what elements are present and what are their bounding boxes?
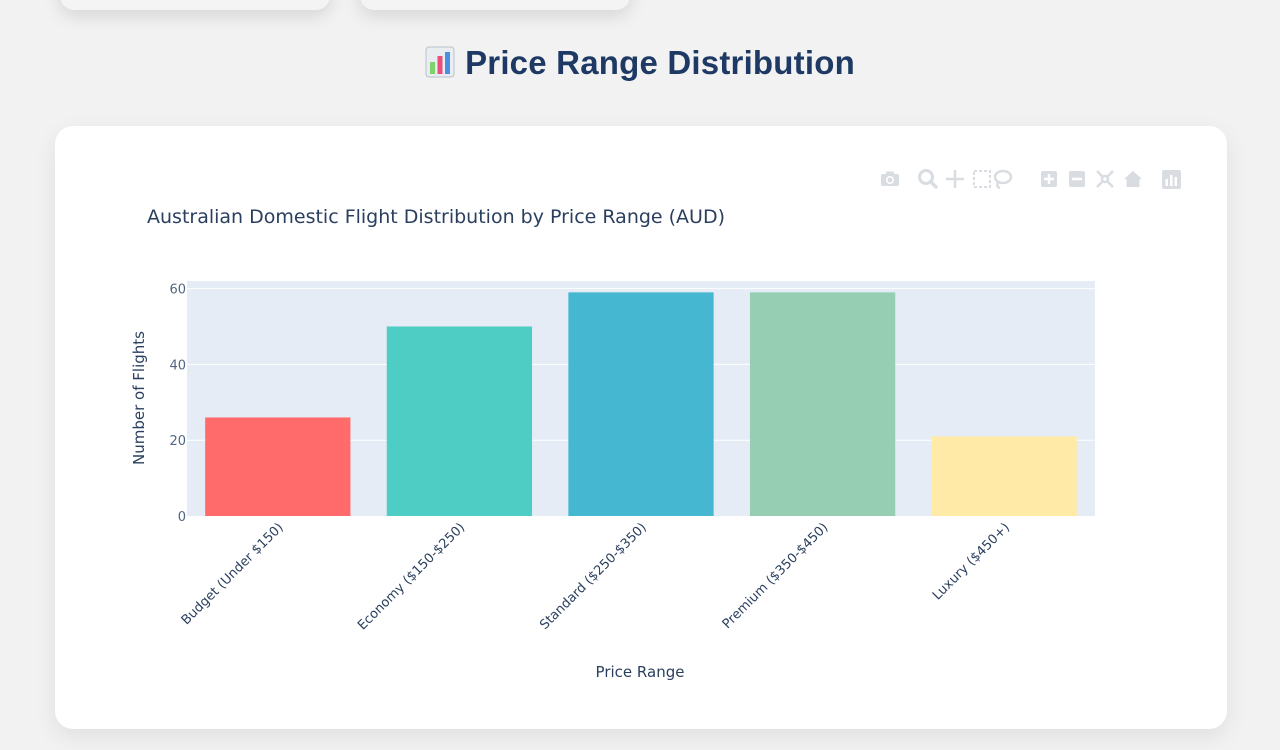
box-select-icon[interactable] [973,170,991,188]
lasso-select-icon[interactable] [993,169,1013,190]
background-panel-right [360,0,630,10]
pan-icon[interactable] [946,170,964,188]
chart-card [55,126,1227,729]
page-title: Price Range Distribution [0,44,1280,82]
autoscale-icon[interactable] [1096,170,1114,188]
zoom-out-icon[interactable] [1069,171,1085,187]
reset-axes-icon[interactable] [1124,171,1142,187]
background-panel-left [60,0,330,10]
zoom-icon[interactable] [918,169,938,189]
camera-icon[interactable] [881,171,899,187]
chart-modebar [878,168,1188,190]
zoom-in-icon[interactable] [1041,171,1057,187]
plotly-logo-icon[interactable] [1162,170,1181,189]
page-title-text: Price Range Distribution [465,44,855,81]
bar-chart-icon [425,46,455,78]
